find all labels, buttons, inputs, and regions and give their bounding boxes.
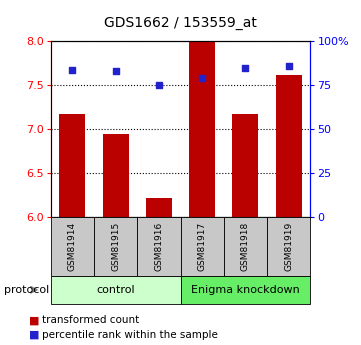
Text: control: control bbox=[96, 285, 135, 295]
Point bbox=[69, 67, 75, 72]
Bar bbox=[59, 114, 85, 217]
Text: percentile rank within the sample: percentile rank within the sample bbox=[42, 330, 217, 339]
Point bbox=[199, 76, 205, 81]
Text: GSM81916: GSM81916 bbox=[155, 222, 163, 271]
Bar bbox=[180, 217, 224, 276]
Bar bbox=[137, 217, 180, 276]
Text: GSM81918: GSM81918 bbox=[241, 222, 250, 271]
Point bbox=[156, 82, 162, 88]
Point bbox=[113, 69, 118, 74]
Text: Enigma knockdown: Enigma knockdown bbox=[191, 285, 300, 295]
Bar bbox=[189, 41, 215, 217]
Text: GSM81914: GSM81914 bbox=[68, 222, 77, 271]
Text: ■: ■ bbox=[29, 315, 40, 325]
Bar bbox=[94, 217, 137, 276]
Bar bbox=[51, 276, 180, 304]
Text: GDS1662 / 153559_at: GDS1662 / 153559_at bbox=[104, 16, 257, 30]
Bar bbox=[232, 114, 258, 217]
Point bbox=[243, 65, 248, 70]
Text: GSM81919: GSM81919 bbox=[284, 222, 293, 271]
Bar bbox=[180, 276, 310, 304]
Bar bbox=[267, 217, 310, 276]
Bar bbox=[146, 198, 172, 217]
Text: protocol: protocol bbox=[4, 285, 49, 295]
Bar bbox=[51, 217, 94, 276]
Text: GSM81915: GSM81915 bbox=[111, 222, 120, 271]
Bar bbox=[276, 75, 302, 217]
Point bbox=[286, 63, 292, 69]
Bar bbox=[224, 217, 267, 276]
Text: transformed count: transformed count bbox=[42, 315, 139, 325]
Text: ■: ■ bbox=[29, 330, 40, 339]
Bar bbox=[103, 134, 129, 217]
Text: GSM81917: GSM81917 bbox=[198, 222, 206, 271]
